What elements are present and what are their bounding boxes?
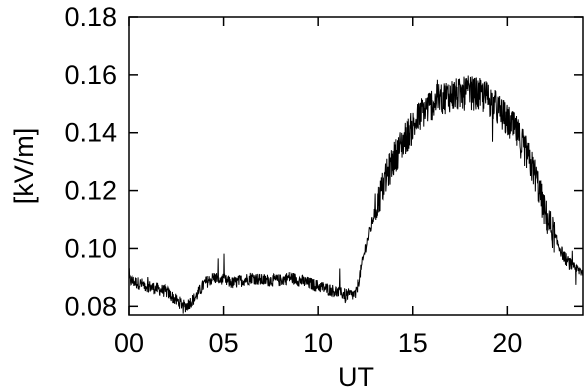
x-axis-ticks: 00 05 10 15 20 [114,17,522,358]
y-tick-label: 0.18 [64,2,117,32]
x-tick-label: 05 [209,328,239,358]
y-axis-ticks: 0.08 0.10 0.12 0.14 0.16 0.18 [64,2,583,321]
x-tick-label: 15 [398,328,428,358]
x-tick-label: 20 [492,328,522,358]
y-tick-label: 0.08 [64,291,117,321]
y-tick-label: 0.16 [64,60,117,90]
plot-frame [128,16,584,316]
y-tick-label: 0.14 [64,118,117,148]
y-tick-label: 0.10 [64,233,117,263]
x-tick-label: 10 [303,328,333,358]
y-axis-label: [kV/m] [9,128,39,205]
data-line [128,75,584,314]
y-tick-label: 0.12 [64,176,117,206]
x-axis-label: UT [338,362,374,391]
x-tick-label: 00 [114,328,144,358]
